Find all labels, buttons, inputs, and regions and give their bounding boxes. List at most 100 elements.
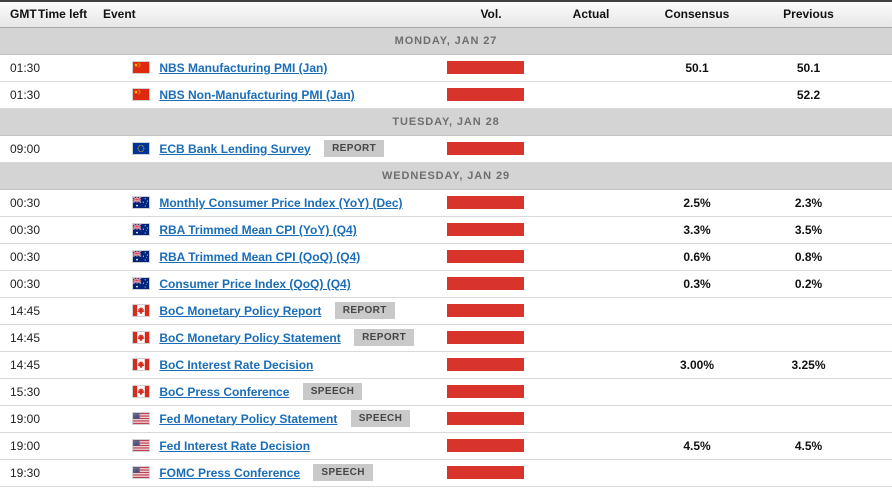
event-cell: RBA Trimmed Mean CPI (YoY) (Q4) — [103, 216, 441, 244]
event-cell: RBA Trimmed Mean CPI (QoQ) (Q4) — [103, 243, 441, 271]
volatility-cell — [441, 81, 541, 109]
time-left — [38, 189, 103, 217]
event-link[interactable]: NBS Manufacturing PMI (Jan) — [159, 60, 328, 75]
previous-value: 52.2 — [753, 81, 864, 109]
event-link[interactable]: BoC Monetary Policy Report — [159, 303, 322, 318]
volatility-cell — [441, 378, 541, 406]
event-row: 19:00 Fed Interest Rate Decision 4.5% 4.… — [0, 432, 892, 460]
event-row: 01:30 NBS Manufacturing PMI (Jan) 50.1 5… — [0, 54, 892, 82]
event-type-badge: REPORT — [334, 302, 395, 319]
time-left — [38, 459, 103, 487]
flag-united-states-icon — [133, 467, 149, 478]
previous-value — [753, 378, 864, 406]
row-spacer — [864, 243, 892, 271]
consensus-value: 3.3% — [641, 216, 753, 244]
event-type-badge: SPEECH — [302, 383, 363, 400]
flag-china-icon — [133, 62, 149, 74]
flag-canada-icon — [133, 332, 149, 343]
actual-value — [541, 432, 641, 460]
previous-value: 3.5% — [753, 216, 864, 244]
event-row: 19:00 Fed Monetary Policy Statement SPEE… — [0, 405, 892, 433]
volatility-bar — [447, 250, 524, 263]
consensus-value — [641, 324, 753, 352]
event-link[interactable]: BoC Interest Rate Decision — [159, 357, 314, 372]
event-cell: Fed Monetary Policy Statement SPEECH — [103, 405, 441, 433]
consensus-value — [641, 459, 753, 487]
actual-value — [541, 405, 641, 433]
gmt-time: 19:00 — [0, 405, 40, 433]
volatility-cell — [441, 54, 541, 82]
flag-australia-icon — [133, 251, 149, 263]
event-link[interactable]: RBA Trimmed Mean CPI (QoQ) (Q4) — [159, 249, 361, 264]
previous-value: 50.1 — [753, 54, 864, 82]
actual-value — [541, 189, 641, 217]
actual-value — [541, 135, 641, 163]
actual-value — [541, 54, 641, 82]
previous-value: 2.3% — [753, 189, 864, 217]
time-left — [38, 270, 103, 298]
volatility-cell — [441, 405, 541, 433]
flag-european-union-icon — [133, 143, 149, 154]
gmt-time: 01:30 — [0, 54, 40, 82]
column-header-event: Event — [103, 1, 441, 28]
event-link[interactable]: BoC Press Conference — [159, 384, 290, 399]
event-cell: Monthly Consumer Price Index (YoY) (Dec) — [103, 189, 441, 217]
event-link[interactable]: RBA Trimmed Mean CPI (YoY) (Q4) — [159, 222, 357, 237]
event-cell: Consumer Price Index (QoQ) (Q4) — [103, 270, 441, 298]
flag-united-states-icon — [133, 440, 149, 452]
event-cell: Fed Interest Rate Decision — [103, 432, 441, 460]
consensus-value — [641, 405, 753, 433]
event-row: 00:30 Consumer Price Index (QoQ) (Q4) 0.… — [0, 270, 892, 298]
column-header-gmt: GMT — [0, 1, 38, 28]
row-spacer — [864, 459, 892, 487]
row-spacer — [864, 216, 892, 244]
gmt-time: 00:30 — [0, 243, 40, 271]
actual-value — [541, 297, 641, 325]
gmt-time: 14:45 — [0, 297, 40, 325]
event-row: 19:30 FOMC Press Conference SPEECH — [0, 459, 892, 487]
row-spacer — [864, 135, 892, 163]
column-header-spacer — [864, 1, 892, 28]
event-link[interactable]: FOMC Press Conference — [159, 465, 301, 480]
day-section-row: TUESDAY, JAN 28 — [0, 108, 892, 136]
day-section-row: WEDNESDAY, JAN 29 — [0, 162, 892, 190]
day-section-header: MONDAY, JAN 27 — [0, 27, 892, 55]
event-cell: BoC Press Conference SPEECH — [103, 378, 441, 406]
row-spacer — [864, 270, 892, 298]
event-link[interactable]: NBS Non-Manufacturing PMI (Jan) — [159, 87, 355, 102]
consensus-value: 0.3% — [641, 270, 753, 298]
event-link[interactable]: ECB Bank Lending Survey — [159, 141, 311, 156]
volatility-cell — [441, 189, 541, 217]
event-row: 15:30 BoC Press Conference SPEECH — [0, 378, 892, 406]
event-link[interactable]: BoC Monetary Policy Statement — [159, 330, 341, 345]
event-type-badge: REPORT — [324, 140, 385, 157]
volatility-bar — [447, 88, 524, 101]
event-row: 00:30 Monthly Consumer Price Index (YoY)… — [0, 189, 892, 217]
gmt-time: 14:45 — [0, 324, 40, 352]
volatility-bar — [447, 304, 524, 317]
event-row: 14:45 BoC Interest Rate Decision 3.00% 3… — [0, 351, 892, 379]
event-link[interactable]: Fed Interest Rate Decision — [159, 438, 311, 453]
previous-value: 4.5% — [753, 432, 864, 460]
previous-value — [753, 459, 864, 487]
time-left — [38, 351, 103, 379]
actual-value — [541, 324, 641, 352]
event-link[interactable]: Monthly Consumer Price Index (YoY) (Dec) — [159, 195, 403, 210]
consensus-value: 2.5% — [641, 189, 753, 217]
previous-value: 0.2% — [753, 270, 864, 298]
column-header-time-left: Time left — [38, 1, 103, 28]
event-row: 14:45 BoC Monetary Policy Statement REPO… — [0, 324, 892, 352]
event-link[interactable]: Consumer Price Index (QoQ) (Q4) — [159, 276, 351, 291]
event-cell: ECB Bank Lending Survey REPORT — [103, 135, 441, 163]
volatility-bar — [447, 277, 524, 290]
column-header-consensus: Consensus — [641, 1, 753, 28]
flag-canada-icon — [133, 359, 149, 371]
consensus-value — [641, 135, 753, 163]
gmt-time: 00:30 — [0, 270, 40, 298]
previous-value — [753, 297, 864, 325]
day-section-header: TUESDAY, JAN 28 — [0, 108, 892, 136]
time-left — [38, 54, 103, 82]
previous-value — [753, 324, 864, 352]
event-link[interactable]: Fed Monetary Policy Statement — [159, 411, 338, 426]
gmt-time: 01:30 — [0, 81, 40, 109]
